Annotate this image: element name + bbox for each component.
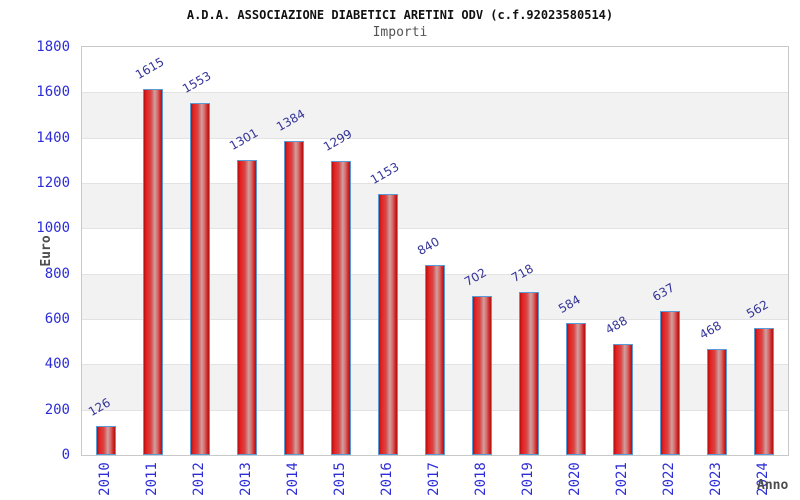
y-tick-label: 1800: [36, 39, 70, 55]
bar-2022: [660, 310, 681, 455]
bar-2020: [566, 322, 587, 455]
x-tick-label: 2017: [426, 462, 442, 496]
bar-2016: [377, 193, 398, 455]
bar-2011: [142, 88, 163, 455]
y-tick-label: 1200: [36, 175, 70, 191]
x-tick-label: 2021: [614, 462, 631, 496]
plot-band: [82, 183, 788, 229]
y-tick-label: 1600: [36, 84, 70, 101]
x-tick-label: 2015: [331, 462, 348, 496]
bar-2015: [330, 160, 351, 455]
bar-2010: [95, 426, 116, 455]
bar-2017: [425, 264, 445, 455]
x-tick-label: 2019: [520, 462, 537, 496]
bar-2013: [236, 160, 257, 455]
y-tick-label: 1000: [36, 220, 70, 237]
y-tick-label: 0: [61, 447, 70, 463]
x-tick-label: 2012: [190, 462, 207, 496]
bar-2021: [613, 344, 634, 455]
gridline: [82, 92, 788, 94]
x-axis-title: Anno: [757, 478, 789, 493]
x-tick-label: 2010: [96, 462, 113, 496]
plot-area: 126 1615 1553 1301 1384 1299 1153 840 702 718 584 4…: [81, 46, 789, 456]
plot-band: [82, 92, 788, 138]
y-tick-label: 1400: [36, 129, 70, 146]
x-tick-label: 2022: [661, 462, 678, 496]
y-axis-title: Euro: [39, 235, 54, 267]
x-tick-label: 2013: [237, 462, 254, 496]
bar-2012: [189, 102, 210, 455]
x-tick-label: 2011: [143, 462, 160, 496]
x-tick-label: 2014: [284, 462, 301, 496]
y-tick-label: 200: [44, 401, 70, 418]
bar-2024: [754, 327, 775, 455]
y-tick-label: 400: [44, 356, 70, 373]
y-tick-label: 800: [44, 265, 70, 282]
chart-subtitle: Importi: [372, 25, 428, 40]
gridline: [82, 228, 788, 230]
bar-2018: [472, 295, 493, 455]
bar-2019: [519, 292, 540, 455]
plot-band: [82, 47, 788, 93]
gridline: [82, 137, 788, 139]
bar-2014: [283, 141, 304, 455]
gridline: [82, 183, 788, 184]
plot-band: [82, 137, 788, 183]
x-tick-label: 2023: [708, 462, 725, 496]
bar-2023: [707, 348, 728, 455]
y-tick-label: 600: [44, 311, 70, 327]
x-tick-label: 2016: [378, 462, 395, 496]
x-tick-label: 2018: [473, 462, 490, 496]
x-tick-label: 2020: [567, 462, 584, 496]
chart-title: A.D.A. ASSOCIAZIONE DIABETICI ARETINI OD…: [186, 8, 614, 22]
